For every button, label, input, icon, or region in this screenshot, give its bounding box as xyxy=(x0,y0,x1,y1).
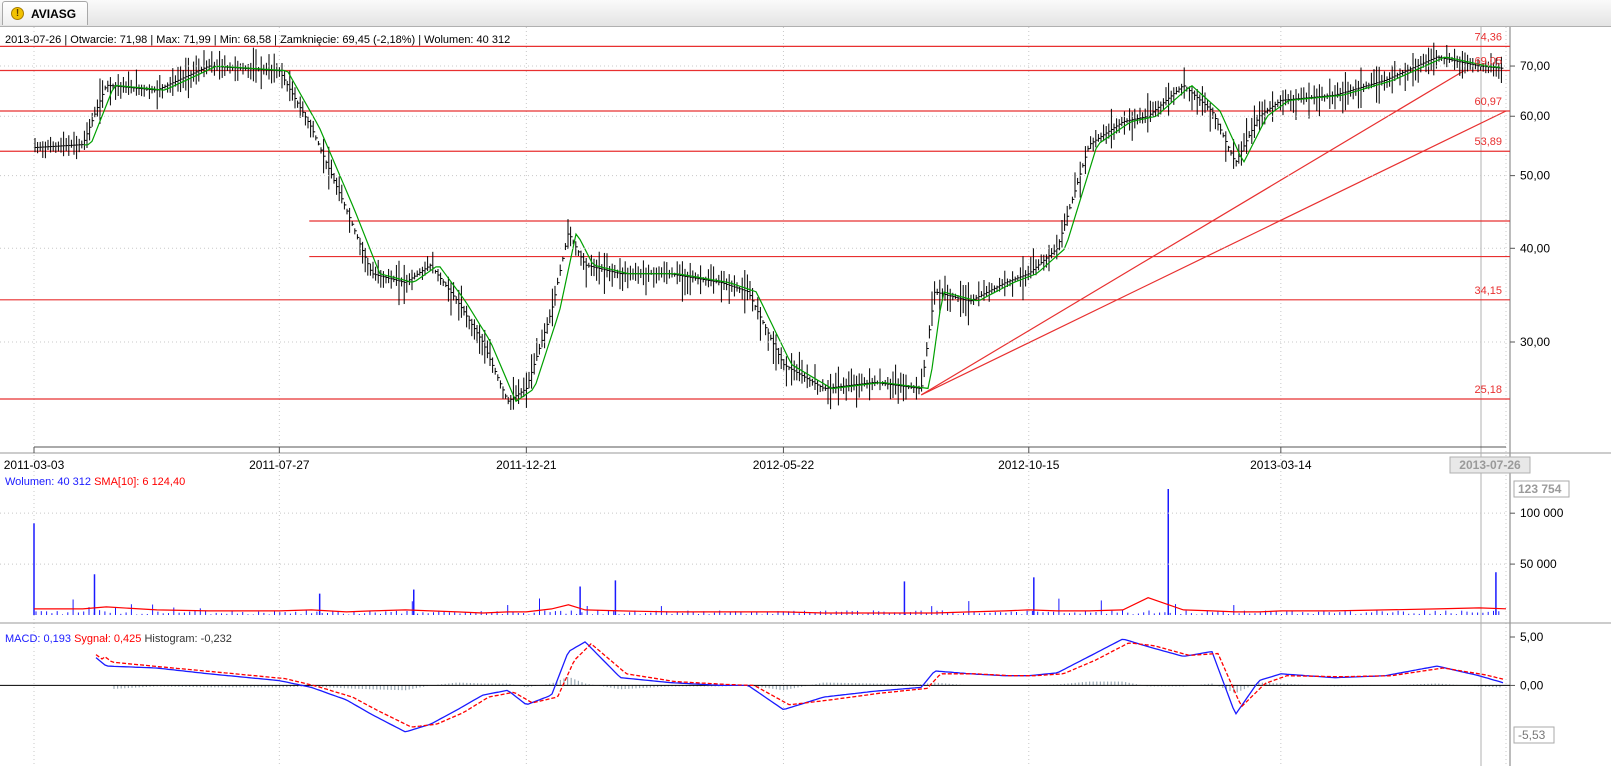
macd-legend-signal: Sygnał: 0,425 xyxy=(74,633,141,645)
level-label: 74,36 xyxy=(1474,31,1502,43)
volume-max-box xyxy=(1513,480,1570,498)
date-tick-label: 2011-03-03 xyxy=(4,458,65,472)
macd-histogram xyxy=(113,677,1501,693)
tab-bar: ! AVIASG xyxy=(0,0,1611,27)
macd-legend: MACD: 0,193 Sygnał: 0,425 Histogram: -0,… xyxy=(5,633,232,645)
grid-lines xyxy=(0,27,1611,766)
header-volume: Wolumen: 40 312 xyxy=(424,34,510,46)
volume-legend-sma: SMA[10]: 6 124,40 xyxy=(94,476,185,488)
date-axis: 2011-03-03 2011-07-27 2011-12-21 2012-05-22… xyxy=(4,446,1531,474)
tab-aviasg[interactable]: ! AVIASG xyxy=(2,1,88,25)
macd-legend-macd: MACD: 0,193 xyxy=(5,633,71,645)
date-tick-label: 2012-05-22 xyxy=(753,458,815,472)
level-label: 69,05 xyxy=(1474,55,1502,67)
level-label: 34,15 xyxy=(1474,285,1502,297)
macd-y-axis: 5,00 0,00 -5,53 xyxy=(1510,630,1555,744)
price-sma-line xyxy=(83,56,1501,403)
macd-min-box xyxy=(1513,726,1555,744)
price-y-axis: 70,00 60,00 50,00 40,00 30,00 xyxy=(0,59,1550,349)
price-panel[interactable]: 74,36 69,05 60,97 53,89 34,15 25,18 70,00 60,0… xyxy=(0,31,1550,474)
date-tick-label: 2011-12-21 xyxy=(496,458,557,472)
level-label: 25,18 xyxy=(1474,384,1502,396)
header-close: Zamknięcie: 69,45 (-2,18%) xyxy=(280,34,415,46)
tab-title: AVIASG xyxy=(31,7,77,21)
date-tick-label: 2012-10-15 xyxy=(998,458,1060,472)
chart-area[interactable]: 74,36 69,05 60,97 53,89 34,15 25,18 70,00 60,0… xyxy=(0,27,1611,766)
trendline xyxy=(920,110,1507,396)
header-date: 2013-07-26 xyxy=(5,34,61,46)
header-min: Min: 68,58 xyxy=(220,34,271,46)
level-labels: 74,36 69,05 60,97 53,89 34,15 25,18 xyxy=(1474,31,1502,396)
warning-icon: ! xyxy=(11,7,24,20)
volume-max-label: 123 754 xyxy=(1518,482,1562,496)
level-label: 60,97 xyxy=(1474,96,1502,108)
macd-tick-label: 5,00 xyxy=(1520,630,1544,644)
volume-y-axis: 100 000 50 000 123 754 xyxy=(0,480,1570,571)
macd-min-label: -5,53 xyxy=(1518,728,1546,742)
volume-tick-label: 50 000 xyxy=(1520,557,1557,571)
volume-panel[interactable]: 100 000 50 000 123 754 xyxy=(0,480,1570,615)
volume-legend: Wolumen: 40 312 SMA[10]: 6 124,40 xyxy=(5,476,185,488)
price-tick-label: 40,00 xyxy=(1520,241,1550,255)
header-info: 2013-07-26 | Otwarcie: 71,98 | Max: 71,9… xyxy=(5,34,510,46)
price-bars xyxy=(34,42,1504,410)
horizontal-levels xyxy=(0,45,1510,400)
macd-line xyxy=(95,638,1504,733)
last-date-box xyxy=(1449,456,1531,474)
trendline xyxy=(920,70,1465,396)
signal-line xyxy=(95,642,1504,728)
volume-tick-label: 100 000 xyxy=(1520,506,1564,520)
price-tick-label: 60,00 xyxy=(1520,109,1550,123)
trendlines xyxy=(920,70,1507,396)
macd-legend-histogram: Histogram: -0,232 xyxy=(144,633,231,645)
price-tick-label: 50,00 xyxy=(1520,169,1550,183)
date-tick-label: 2013-03-14 xyxy=(1250,458,1312,472)
header-max: Max: 71,99 xyxy=(156,34,210,46)
last-date-label: 2013-07-26 xyxy=(1459,458,1521,472)
volume-legend-volume: Wolumen: 40 312 xyxy=(5,476,91,488)
date-tick-label: 2011-07-27 xyxy=(249,458,310,472)
level-label: 53,89 xyxy=(1474,136,1502,148)
macd-panel[interactable]: 5,00 0,00 -5,53 xyxy=(0,630,1555,744)
volume-bars xyxy=(33,489,1500,615)
volume-sma-line xyxy=(34,597,1507,614)
macd-tick-label: 0,00 xyxy=(1520,678,1544,692)
price-tick-label: 30,00 xyxy=(1520,335,1550,349)
price-tick-label: 70,00 xyxy=(1520,59,1550,73)
header-open: Otwarcie: 71,98 xyxy=(70,34,147,46)
